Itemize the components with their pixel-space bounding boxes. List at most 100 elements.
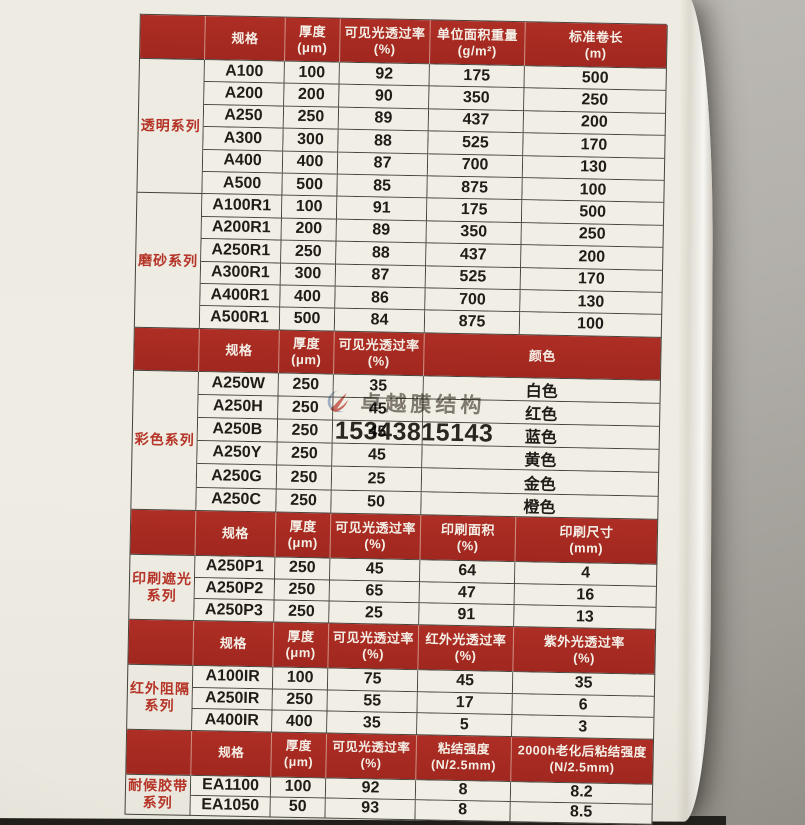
spec-cell: 50 — [331, 490, 422, 516]
header-stub — [128, 619, 195, 666]
spec-cell: 130 — [522, 155, 666, 181]
spec-cell: 47 — [419, 581, 515, 606]
spec-cell: A200R1 — [201, 216, 282, 241]
spec-cell: 130 — [520, 290, 663, 316]
spec-cell: 100 — [281, 195, 338, 220]
spec-cell: A100R1 — [201, 194, 283, 219]
spec-cell: 175 — [426, 198, 523, 223]
spec-cell: 700 — [425, 288, 521, 313]
column-header: 颜色 — [423, 333, 662, 381]
category-label: 透明系列 — [137, 58, 205, 195]
spec-cell: 250 — [274, 600, 330, 624]
column-header: 规格 — [199, 328, 280, 374]
spec-cell: 88 — [338, 129, 429, 154]
spec-cell: A250P2 — [194, 577, 276, 601]
spec-cell: A200 — [204, 82, 285, 107]
spec-cell: 75 — [327, 668, 419, 692]
spec-cell: A250H — [198, 394, 279, 420]
spec-cell: 250 — [277, 442, 333, 468]
column-header: 2000h老化后粘结强度 (N/2.5mm) — [511, 737, 655, 785]
header-stub — [126, 729, 193, 776]
spec-cell: 200 — [281, 218, 337, 242]
spec-cell: 250 — [272, 689, 328, 712]
spec-cell: A100 — [204, 60, 285, 84]
spec-cell: 92 — [339, 62, 430, 87]
spec-cell: 87 — [337, 152, 429, 177]
table-band: 规格 厚度 (μm) 可见光透过率 (%) 印刷面积 (%) 印刷尺寸 (mm) 印刷遮光 系列 A… — [128, 509, 659, 630]
spec-cell: 300 — [280, 263, 337, 287]
spec-cell: 300 — [283, 128, 339, 153]
spec-cell: 250 — [277, 419, 334, 444]
spec-cell: A300 — [203, 127, 284, 152]
spec-cell: 35 — [327, 711, 418, 736]
spec-cell: 100 — [522, 178, 665, 204]
spec-cell: A500 — [202, 171, 283, 196]
spec-cell: EA1050 — [190, 795, 271, 818]
spec-cell: 84 — [334, 308, 426, 334]
column-header: 可见光透过率 (%) — [333, 331, 425, 377]
spec-cell: 6 — [512, 693, 655, 719]
spec-cell: 45 — [330, 558, 421, 582]
spec-cell: 500 — [279, 307, 336, 332]
spec-cell: 50 — [270, 797, 326, 819]
spec-cell: 91 — [419, 603, 515, 627]
column-header: 厚度 (μm) — [273, 622, 330, 669]
spec-cell: 8.5 — [510, 802, 653, 825]
column-header: 紫外光透过率 (%) — [513, 626, 657, 675]
spec-cell: 8 — [415, 800, 511, 823]
table-band: 规格 厚度 (μm) 可见光透过率 (%) 粘结强度 (N/2.5mm) 2000h老化后粘结… — [124, 729, 655, 825]
spec-cell: 86 — [335, 286, 426, 311]
spec-cell: 250 — [274, 579, 331, 602]
spec-cell: 88 — [336, 241, 427, 266]
spec-cell: 250 — [524, 88, 667, 114]
spec-cell: 175 — [429, 64, 525, 89]
category-label: 印刷遮光 系列 — [129, 554, 196, 621]
spec-cell: 45 — [332, 420, 424, 446]
column-header: 规格 — [191, 730, 273, 778]
column-header: 可见光透过率 (%) — [328, 623, 420, 671]
spec-cell: 93 — [325, 798, 416, 821]
column-header: 厚度 (μm) — [271, 732, 328, 779]
column-header: 可见光透过率 (%) — [330, 513, 422, 561]
spec-cell: 250 — [276, 465, 333, 491]
column-header: 标准卷长 (m) — [524, 22, 668, 69]
spec-cell: 64 — [420, 560, 516, 584]
spec-cell: A300R1 — [200, 261, 282, 286]
spec-cell: 100 — [270, 777, 327, 799]
spec-cell: 875 — [427, 176, 523, 201]
spec-cell: A250R1 — [201, 239, 282, 264]
spec-cell: 4 — [514, 561, 658, 587]
spec-cell: 100 — [272, 667, 329, 691]
spec-cell: A250IR — [192, 687, 273, 711]
spec-cell: A400IR — [192, 709, 273, 733]
table-band: 规格 厚度 (μm) 可见光透过率 (%) 颜色 彩色系列 A250W 250 35 白色 A250H… — [130, 327, 662, 520]
column-header: 可见光透过率 (%) — [339, 18, 431, 65]
spec-cell: 875 — [424, 310, 521, 335]
spec-cell: 89 — [338, 107, 430, 132]
spec-cell: A250B — [197, 418, 279, 443]
spec-cell: A250P3 — [194, 599, 275, 623]
spec-cell: 250 — [275, 557, 331, 581]
column-header: 厚度 (μm) — [275, 512, 332, 559]
column-header: 规格 — [193, 620, 275, 668]
spec-cell: 700 — [427, 153, 524, 179]
column-header: 规格 — [195, 510, 277, 558]
spec-cell: 200 — [521, 245, 664, 271]
spec-cell: 90 — [339, 85, 430, 110]
spec-cell: 200 — [284, 83, 340, 108]
column-header: 红外光透过率 (%) — [418, 625, 515, 672]
spec-cell: 500 — [524, 66, 667, 92]
spec-cell: 25 — [331, 467, 423, 492]
column-header: 印刷面积 (%) — [420, 515, 517, 562]
spec-cell: 35 — [333, 374, 424, 400]
spec-cell: 85 — [337, 174, 428, 199]
spec-cell: 250 — [521, 222, 664, 249]
paper-page: 卓越膜结构 15343815143 规格 厚度 (μm) 可见光透过率 (%) 单位面积重… — [0, 0, 714, 825]
spec-cell: 35 — [512, 671, 656, 697]
column-header: 规格 — [204, 16, 286, 62]
spec-cell: 45 — [333, 397, 424, 423]
spec-cell: 100 — [519, 312, 663, 338]
spec-cell: 100 — [284, 61, 340, 86]
header-stub — [134, 327, 200, 372]
